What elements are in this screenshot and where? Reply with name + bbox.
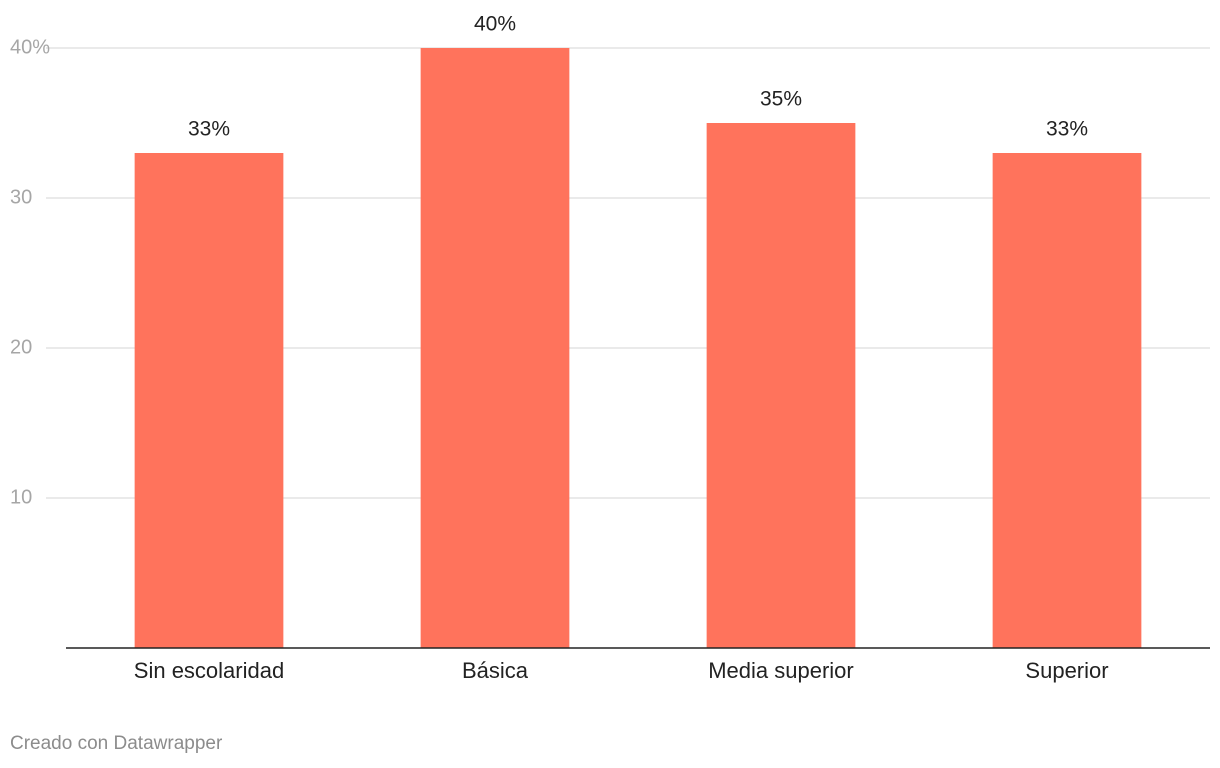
value-label: 35% xyxy=(760,88,802,111)
bar xyxy=(992,153,1142,648)
bar xyxy=(134,153,284,648)
x-tick-label: Básica xyxy=(462,658,529,683)
x-tick-label: Superior xyxy=(1025,658,1108,683)
value-label: 33% xyxy=(188,118,230,141)
y-tick-label: 20 xyxy=(10,336,32,358)
credit: Creado con Datawrapper xyxy=(10,733,223,754)
x-tick-label: Media superior xyxy=(708,658,854,683)
value-label: 33% xyxy=(1046,118,1088,141)
y-tick-label: 10 xyxy=(10,486,32,508)
bar xyxy=(420,48,570,648)
value-label: 40% xyxy=(474,13,516,36)
x-tick-label: Sin escolaridad xyxy=(134,658,284,683)
y-tick-label: 30 xyxy=(10,186,32,208)
bar xyxy=(706,123,856,648)
y-tick-label: 40% xyxy=(10,36,50,58)
